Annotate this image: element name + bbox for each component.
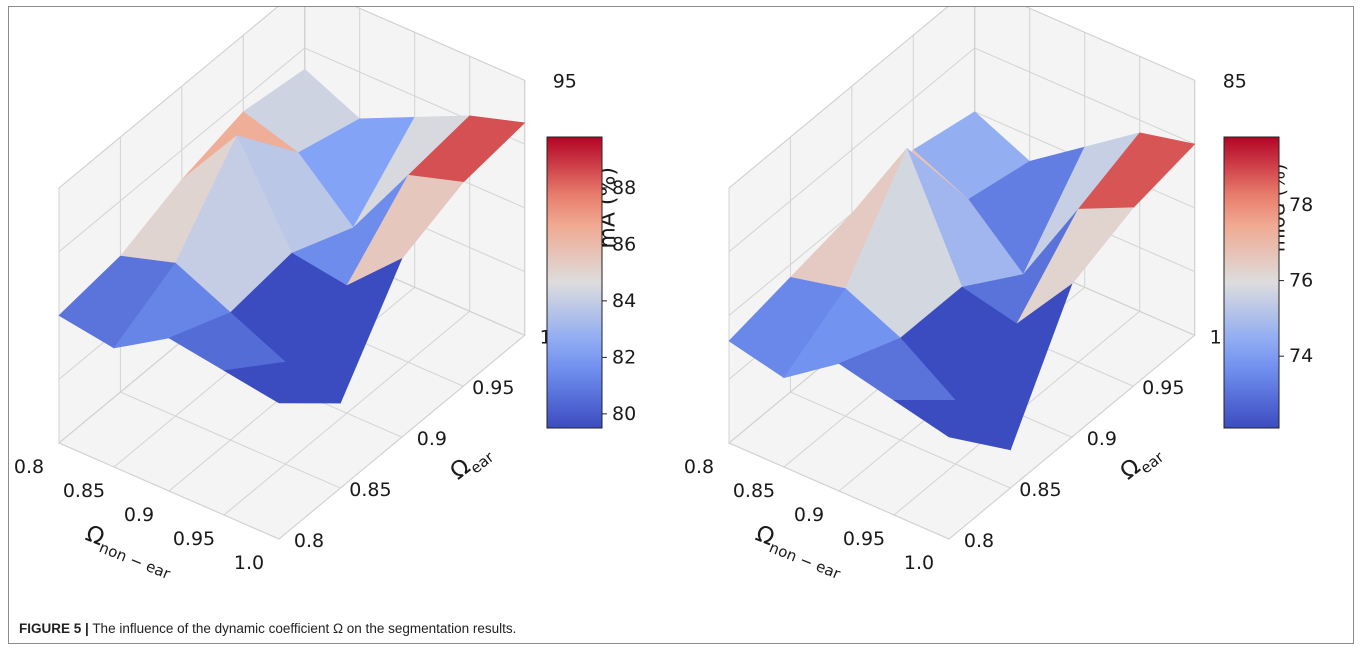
x-tick-label: 0.9 <box>794 504 824 526</box>
x-axis-label: Ωnon − ear <box>750 521 848 584</box>
y-axis-label: Ωear <box>446 438 498 488</box>
x-tick-label: 0.85 <box>733 480 775 502</box>
z-tick-label: 85 <box>1223 70 1247 92</box>
colorbar-tick-label: 82 <box>612 346 636 368</box>
chart-miou: 0.80.850.90.951.00.80.850.90.951.0657075… <box>684 7 1313 583</box>
x-tick-label: 1.0 <box>234 552 264 574</box>
chart-ma: 0.80.850.90.951.00.80.850.90.951.0657280… <box>14 7 636 583</box>
colorbar-tick-label: 88 <box>612 177 636 199</box>
grid-line <box>278 334 526 540</box>
y-axis-label-sub: ear <box>467 448 498 478</box>
figure-frame: 0.80.850.90.951.00.80.850.90.951.0657280… <box>8 6 1354 644</box>
x-axis-label: Ωnon − ear <box>80 521 178 584</box>
grid-line <box>58 7 279 189</box>
x-axis-label-sub: non − ear <box>767 538 844 583</box>
y-tick-label: 0.95 <box>1142 377 1184 399</box>
colorbar <box>546 136 603 429</box>
grid-line <box>223 310 471 516</box>
x-tick-label: 0.8 <box>14 456 44 478</box>
caption-text: The influence of the dynamic coefficient… <box>92 621 517 636</box>
y-axis-label-sub: ear <box>1137 448 1168 478</box>
x-tick-label: 0.9 <box>124 504 154 526</box>
colorbar-tick-label: 86 <box>612 233 636 255</box>
y-tick-label: 0.95 <box>472 377 514 399</box>
x-tick-label: 0.85 <box>63 480 105 502</box>
x-tick-label: 0.95 <box>843 528 885 550</box>
x-axis-label-sub: non − ear <box>97 538 174 583</box>
grid-line <box>58 47 306 253</box>
x-tick-label: 0.8 <box>684 456 714 478</box>
surface-patch <box>223 361 342 404</box>
grid-line <box>974 47 1195 145</box>
colorbar <box>1223 136 1280 429</box>
grid-line <box>948 334 1196 540</box>
x-tick-label: 0.95 <box>173 528 215 550</box>
grid-line <box>1025 7 1195 81</box>
y-tick-label: 0.8 <box>964 530 994 552</box>
surface <box>728 111 1196 451</box>
z-tick-label: 95 <box>553 70 577 92</box>
y-tick-label: 0.85 <box>349 479 391 501</box>
colorbar-tick-label: 76 <box>1289 270 1313 292</box>
surface <box>58 68 526 404</box>
surface-patch <box>893 399 1012 451</box>
grid-line <box>355 7 525 81</box>
y-tick-label: 0.9 <box>1087 428 1117 450</box>
y-axis-label: Ωear <box>1116 438 1168 488</box>
grid-line <box>728 7 949 189</box>
y-tick-label: 0.9 <box>417 428 447 450</box>
colorbar-tick-label: 84 <box>612 290 636 312</box>
colorbar-tick-label: 74 <box>1289 345 1313 367</box>
y-tick-label: 0.8 <box>294 530 324 552</box>
colorbar-tick-label: 78 <box>1289 194 1313 216</box>
caption-label: FIGURE 5 | <box>19 621 89 636</box>
figure-plots: 0.80.850.90.951.00.80.850.90.951.0657280… <box>14 7 1313 583</box>
colorbar-tick-label: 80 <box>612 403 636 425</box>
x-tick-label: 1.0 <box>904 552 934 574</box>
y-tick-label: 0.85 <box>1019 479 1061 501</box>
figure-caption: FIGURE 5 | The influence of the dynamic … <box>19 621 516 636</box>
grid-line <box>728 47 976 253</box>
